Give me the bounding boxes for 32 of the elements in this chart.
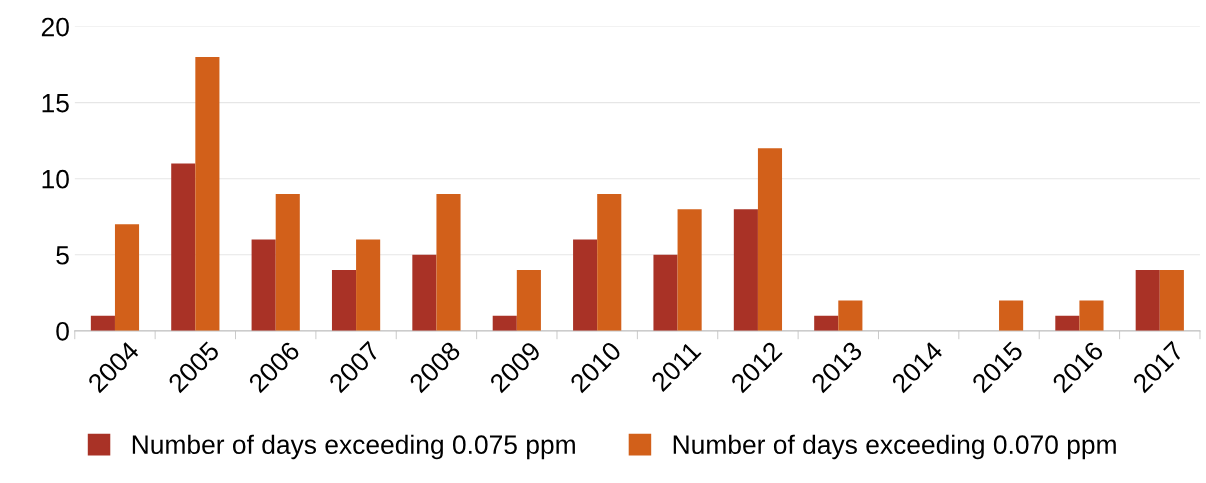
- bar: [573, 239, 598, 331]
- bar: [597, 193, 622, 331]
- bar: [1159, 270, 1184, 331]
- bar: [331, 270, 357, 331]
- bar: [436, 193, 461, 331]
- y-tick-label: 10: [42, 169, 69, 189]
- bar: [653, 254, 678, 331]
- bar: [757, 148, 783, 331]
- legend-label: Number of days exceeding 0.070 ppm: [673, 434, 1116, 460]
- bar: [275, 193, 300, 331]
- bar: [814, 315, 839, 331]
- y-tick-label: 15: [42, 94, 69, 113]
- bar: [356, 239, 381, 331]
- bar: [412, 254, 437, 331]
- bar: [516, 270, 541, 331]
- bar: [733, 209, 758, 331]
- bar: [999, 300, 1024, 331]
- bar: [1055, 315, 1080, 331]
- bar: [838, 300, 863, 331]
- legend-label: Number of days exceeding 0.075 ppm: [132, 434, 575, 460]
- bar: [171, 163, 196, 331]
- y-tick-label: 0: [56, 321, 69, 341]
- bar: [1135, 270, 1160, 331]
- bar: [114, 224, 140, 331]
- bar: [195, 56, 220, 331]
- bar: [492, 315, 517, 331]
- bar: [1079, 300, 1104, 331]
- bar: [677, 209, 702, 331]
- bar: [90, 315, 115, 331]
- y-tick-label: 20: [41, 17, 69, 37]
- y-tick-label: 5: [56, 246, 69, 265]
- bar: [251, 239, 276, 331]
